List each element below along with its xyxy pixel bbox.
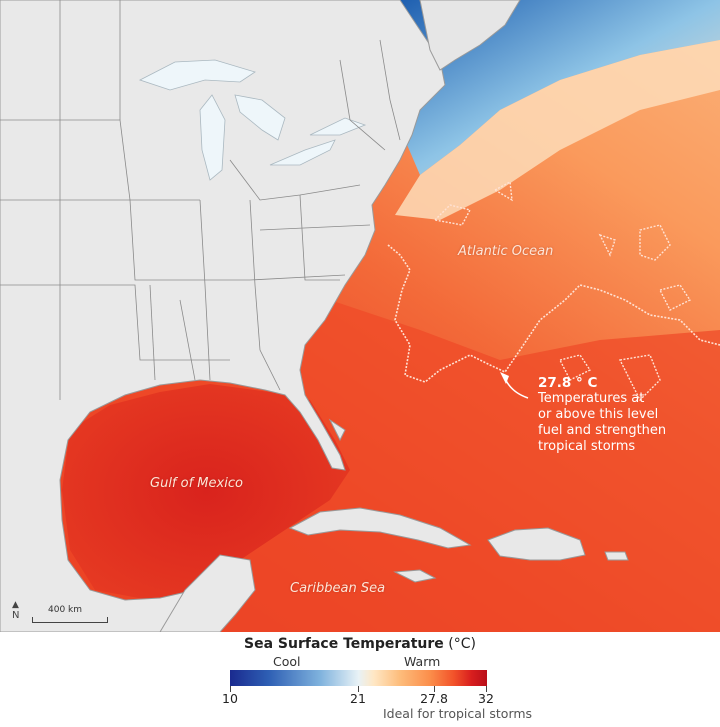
legend-tick-27-8: [434, 686, 435, 692]
sea-surface-temperature-map: [0, 0, 720, 632]
legend-tick-label: 27.8: [420, 691, 448, 706]
legend-tick-21: [358, 686, 359, 692]
isotherm-27-8-contour-islands: [433, 180, 692, 402]
legend-warm-label: Warm: [404, 654, 441, 669]
north-america-land: [0, 0, 446, 632]
legend-title: Sea Surface Temperature (°C): [244, 636, 476, 652]
storm-threshold-annotation: 27.8 ° C Temperatures at or above this l…: [538, 375, 666, 455]
cool-transition-water: [395, 40, 720, 220]
annotation-line-4: tropical storms: [538, 439, 636, 454]
north-arrow-icon: ▲ N: [12, 600, 20, 621]
annotation-line-1: Temperatures at: [538, 391, 645, 406]
great-lakes: [138, 59, 367, 181]
legend-tick-32: [486, 686, 487, 692]
legend-tick-10: [230, 686, 231, 692]
gulf-of-mexico-water: [62, 384, 350, 600]
legend-tick-label: 10: [222, 691, 238, 706]
temperature-legend: Sea Surface Temperature (°C) Cool Warm 1…: [0, 632, 720, 727]
atlantic-ocean-label: Atlantic Ocean: [458, 244, 554, 259]
caribbean-sea-label: Caribbean Sea: [290, 581, 386, 596]
caribbean-islands: [288, 418, 629, 583]
scale-bar: ▲ N 400 km: [12, 600, 122, 626]
gulf-of-mexico-label: Gulf of Mexico: [150, 476, 243, 491]
legend-tick-label: 32: [478, 691, 494, 706]
maritime-canada-land: [419, 0, 521, 71]
isotherm-27-8-contour: [387, 244, 720, 383]
legend-color-bar: [230, 670, 487, 686]
annotation-line-3: fuel and strengthen: [538, 423, 667, 438]
scale-bar-label: 400 km: [48, 605, 83, 615]
legend-tick-label: 21: [350, 691, 366, 706]
yucatan-land: [159, 554, 256, 632]
legend-cool-label: Cool: [273, 654, 301, 669]
scale-bar-line: [32, 617, 108, 623]
state-boundaries: [0, 0, 401, 400]
ideal-for-storms-note: Ideal for tropical storms: [383, 706, 533, 721]
threshold-value: 27.8 ° C: [538, 375, 598, 391]
annotation-line-2: or above this level: [538, 407, 659, 422]
